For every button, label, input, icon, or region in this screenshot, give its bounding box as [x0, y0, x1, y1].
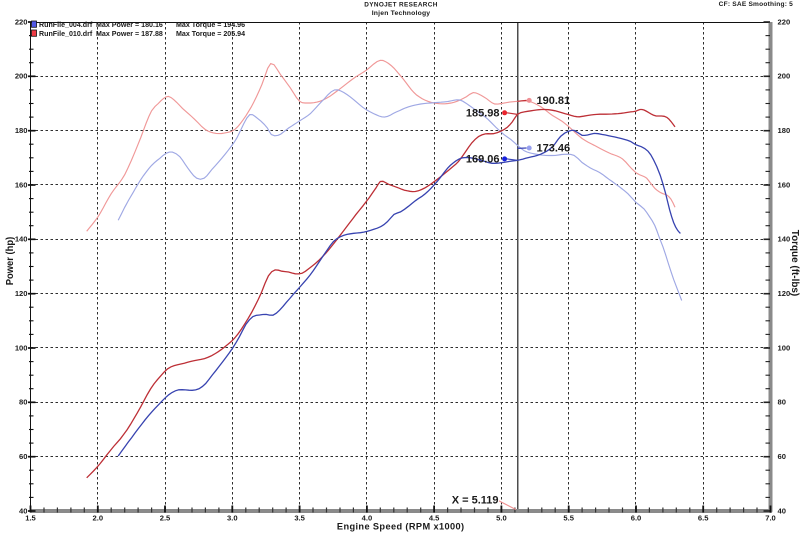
svg-text:5.0: 5.0: [496, 514, 507, 523]
svg-text:160: 160: [15, 180, 28, 189]
svg-text:40: 40: [778, 506, 786, 515]
svg-text:140: 140: [778, 235, 791, 244]
svg-text:220: 220: [15, 17, 28, 26]
svg-text:160: 160: [778, 180, 791, 189]
svg-text:1.5: 1.5: [25, 514, 36, 523]
svg-text:100: 100: [778, 343, 791, 352]
svg-text:Max Torque = 194.96: Max Torque = 194.96: [176, 21, 245, 29]
svg-text:Engine Speed (RPM x1000): Engine Speed (RPM x1000): [337, 521, 465, 531]
svg-text:6.5: 6.5: [698, 514, 709, 523]
svg-text:CF: SAE Smoothing: 5: CF: SAE Smoothing: 5: [719, 1, 793, 8]
svg-text:40: 40: [19, 506, 27, 515]
svg-text:4.0: 4.0: [362, 514, 373, 523]
svg-text:RunFile_010.drf: RunFile_010.drf: [39, 30, 93, 38]
svg-text:DYNOJET RESEARCH: DYNOJET RESEARCH: [364, 2, 437, 9]
svg-text:140: 140: [15, 235, 28, 244]
svg-text:2.0: 2.0: [93, 514, 104, 523]
svg-text:4.5: 4.5: [429, 514, 440, 523]
svg-text:200: 200: [15, 72, 28, 81]
svg-text:Injen Technology: Injen Technology: [372, 10, 431, 17]
svg-text:3.0: 3.0: [227, 514, 238, 523]
svg-text:169.06: 169.06: [466, 154, 500, 166]
svg-text:220: 220: [778, 17, 791, 26]
svg-text:120: 120: [778, 289, 791, 298]
svg-text:2.5: 2.5: [160, 514, 171, 523]
svg-text:80: 80: [19, 398, 27, 407]
svg-text:120: 120: [15, 289, 28, 298]
svg-text:Power (hp): Power (hp): [5, 237, 16, 286]
svg-text:80: 80: [778, 398, 786, 407]
svg-text:60: 60: [19, 452, 27, 461]
svg-text:190.81: 190.81: [537, 95, 571, 107]
svg-text:180: 180: [778, 126, 791, 135]
svg-text:7.0: 7.0: [765, 514, 776, 523]
svg-text:Max Power = 187.88: Max Power = 187.88: [96, 30, 163, 38]
svg-text:Torque (ft-lbs): Torque (ft-lbs): [789, 230, 800, 297]
svg-text:100: 100: [15, 343, 28, 352]
svg-text:RunFile_004.drf: RunFile_004.drf: [39, 21, 93, 29]
svg-text:Max Torque = 205.94: Max Torque = 205.94: [176, 30, 245, 38]
svg-text:X = 5.119: X = 5.119: [452, 495, 499, 507]
svg-text:60: 60: [778, 452, 786, 461]
svg-text:Max Power = 180.16: Max Power = 180.16: [96, 21, 163, 29]
svg-text:173.46: 173.46: [537, 143, 571, 155]
svg-text:5.5: 5.5: [563, 514, 574, 523]
svg-text:3.5: 3.5: [294, 514, 305, 523]
svg-text:185.98: 185.98: [466, 107, 500, 119]
svg-text:6.0: 6.0: [631, 514, 642, 523]
svg-text:180: 180: [15, 126, 28, 135]
svg-text:200: 200: [778, 72, 791, 81]
